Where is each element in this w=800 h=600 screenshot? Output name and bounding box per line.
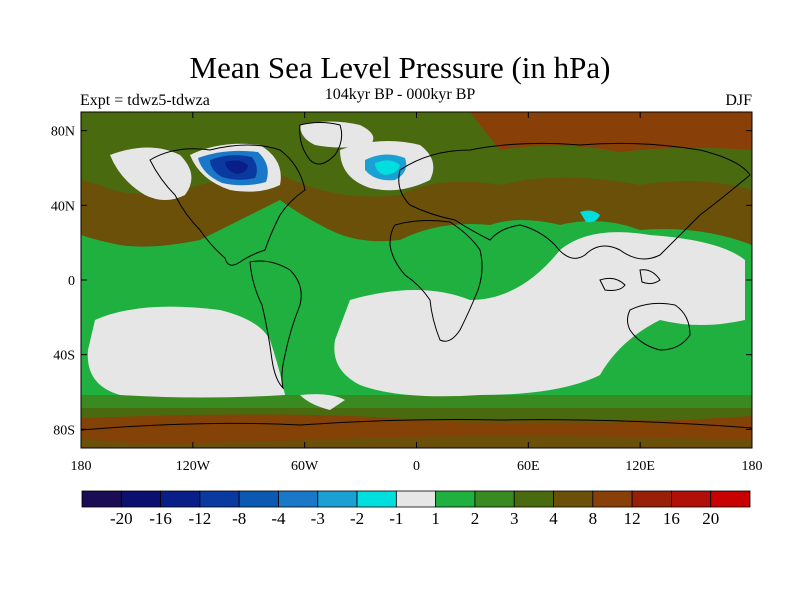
colorbar-swatch <box>160 490 201 508</box>
colorbar-swatch <box>671 490 712 508</box>
colorbar-label: 8 <box>589 509 598 528</box>
colorbar-swatch <box>278 490 319 508</box>
lat-tick-label: 80N <box>51 125 75 140</box>
lon-tick-label: 120E <box>625 459 655 474</box>
colorbar-label: -1 <box>389 509 403 528</box>
colorbar-swatch <box>395 490 437 508</box>
colorbar-swatch <box>120 490 161 508</box>
experiment-label: Expt = tdwz5-tdwza <box>80 92 210 109</box>
colorbar: -20 -16 -12 -8 -4 -3 -2 -1 1 2 3 4 8 12 16 20 <box>81 490 751 528</box>
colorbar-swatch <box>474 490 515 508</box>
colorbar-swatch <box>199 490 240 508</box>
colorbar-label: -4 <box>271 509 286 528</box>
colorbar-label: 20 <box>702 509 719 528</box>
colorbar-label: 12 <box>624 509 641 528</box>
colorbar-swatch <box>553 490 594 508</box>
colorbar-label: 1 <box>431 509 440 528</box>
colorbar-label: 4 <box>549 509 558 528</box>
map-subtitle: 104kyr BP - 000kyr BP <box>324 86 476 103</box>
colorbar-swatch <box>710 490 751 508</box>
season-label: DJF <box>725 92 752 109</box>
axis-ticks: 180 120W 60W 0 60E 120E 180 80N 40N 0 40S 80S <box>51 112 763 474</box>
colorbar-swatch <box>513 490 554 508</box>
colorbar-label: -8 <box>232 509 246 528</box>
colorbar-swatch <box>356 490 397 508</box>
lon-tick-label: 180 <box>742 459 763 474</box>
colorbar-label: 3 <box>510 509 519 528</box>
coastlines <box>81 122 752 431</box>
lon-tick-label: 180 <box>71 459 92 474</box>
colorbar-label: 2 <box>471 509 480 528</box>
colorbar-swatch <box>317 490 358 508</box>
lon-tick-label: 60W <box>291 459 319 474</box>
colorbar-swatch <box>631 490 672 508</box>
lat-tick-label: 0 <box>68 274 75 289</box>
colorbar-label: -20 <box>110 509 133 528</box>
lat-tick-label: 40N <box>51 199 75 214</box>
colorbar-label: -2 <box>350 509 364 528</box>
colorbar-label: -12 <box>189 509 212 528</box>
colorbar-swatch <box>238 490 279 508</box>
lon-tick-label: 0 <box>413 459 420 474</box>
lon-tick-label: 120W <box>176 459 211 474</box>
colorbar-swatch <box>592 490 633 508</box>
lon-tick-label: 60E <box>517 459 540 474</box>
colorbar-label: -16 <box>149 509 172 528</box>
colorbar-swatch <box>81 490 122 508</box>
lat-tick-label: 80S <box>53 423 75 438</box>
pressure-field <box>81 112 752 448</box>
lat-tick-label: 40S <box>53 349 75 364</box>
colorbar-label: -3 <box>311 509 325 528</box>
map-title: Mean Sea Level Pressure (in hPa) <box>189 50 611 85</box>
colorbar-swatch <box>435 490 476 508</box>
colorbar-label: 16 <box>663 509 680 528</box>
